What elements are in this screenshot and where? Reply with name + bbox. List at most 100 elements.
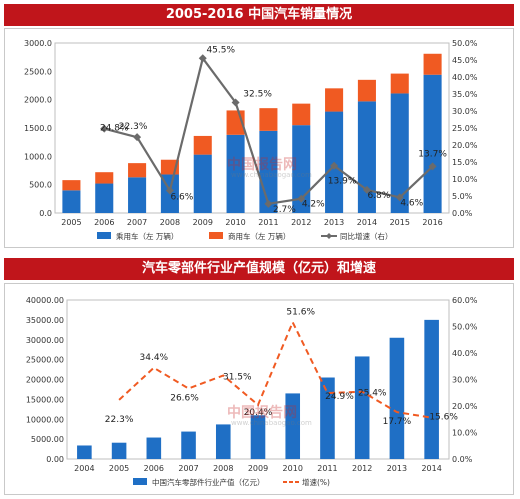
chart1-ytick-left: 0.0 (39, 209, 52, 218)
chart2-legend-label: 增速(%) (302, 477, 330, 487)
chart1-growth-marker (330, 161, 339, 170)
chart2-xtick: 2005 (109, 464, 129, 473)
chart1-bar-primary (95, 183, 114, 213)
chart1-legend-label: 商用车（左 万辆） (228, 231, 290, 241)
chart2-bar-primary (354, 356, 370, 459)
chart1-watermark: 中国报告网 (227, 157, 297, 173)
chart1-ytick-left: 3000.0 (24, 39, 52, 48)
chart1-xtick: 2008 (160, 218, 180, 227)
chart2-xtick: 2014 (421, 464, 441, 473)
chart2-svg: 0.00 5000.00 10000.00 15000.00 20000.00 25000… (26, 296, 478, 487)
chart1-bar-primary (128, 177, 147, 213)
chart2-ytick-right: 50.0% (452, 323, 478, 332)
chart2-bar-primary (146, 437, 162, 459)
chart1-bar-primary (193, 154, 212, 213)
chart1-xtick: 2016 (422, 218, 442, 227)
chart1-frame: 0.0 500.0 1000.0 1500.0 2000.0 2500.0 3000.0 0.… (4, 28, 514, 248)
chart1-xtick: 2007 (127, 218, 147, 227)
chart1-growth-marker (100, 124, 109, 133)
chart2-xtick: 2008 (213, 464, 233, 473)
chart2-bar-primary (285, 393, 301, 459)
chart1-ytick-right: 15.0% (452, 158, 478, 167)
chart1-ytick-right: 0.0% (452, 209, 473, 218)
chart1-ytick-right: 10.0% (452, 175, 478, 184)
chart1-ytick-left: 2000.0 (24, 96, 52, 105)
chart1-xtick: 2009 (193, 218, 213, 227)
chart1-xtick: 2015 (390, 218, 410, 227)
chart1-xtick: 2011 (258, 218, 278, 227)
chart2-legend-label: 中国汽车零部件行业产值（亿元） (152, 477, 265, 487)
chart2-legend-swatch (133, 478, 147, 485)
chart1-xtick: 2012 (291, 218, 311, 227)
chart1-bar-secondary (193, 135, 212, 155)
chart2-bar-primary (111, 442, 127, 459)
chart2-ytick-right: 0.0% (452, 455, 473, 464)
chart2-bar-primary (77, 445, 92, 459)
chart1-growth-marker (297, 194, 306, 203)
chart1-plot-border (54, 42, 450, 214)
chart2-frame: 0.00 5000.00 10000.00 15000.00 20000.00 25000… (4, 283, 514, 495)
chart1-ytick-left: 2500.0 (24, 67, 52, 76)
chart1-legend-swatch (209, 232, 223, 239)
chart2-title: 汽车零部件行业产值规模（亿元）和增速 (141, 261, 376, 276)
chart1-ytick-right: 5.0% (452, 192, 473, 201)
chart1-title: 2005-2016 中国汽车销量情况 (165, 7, 353, 22)
chart2-xtick: 2009 (248, 464, 268, 473)
chart2-watermark-url: www.chinabaogao.com (231, 419, 312, 427)
chart1-growth-label: 4.6% (400, 198, 423, 208)
chart2-bar-primary (215, 424, 231, 459)
chart2-ytick-left: 10000.00 (26, 415, 64, 424)
chart1-bar-secondary (95, 172, 114, 184)
chart1-growth-label: 45.5% (206, 45, 235, 55)
chart1-bar-secondary (292, 103, 311, 126)
chart1-xtick: 2014 (357, 218, 377, 227)
chart1-growth-label: 4.2% (302, 200, 325, 210)
chart2-growth-label: 22.3% (105, 415, 134, 425)
chart1-bar-primary (226, 134, 245, 213)
chart1-growth-marker (165, 186, 174, 195)
chart1-legend-swatch (97, 232, 111, 239)
chart1-growth-label: 24.8% (100, 124, 129, 134)
chart1-growth-marker (395, 193, 404, 202)
chart1-bar-secondary (259, 108, 278, 131)
chart1-growth-label: 2.7% (273, 205, 296, 215)
chart2-growth-line (118, 319, 432, 419)
chart2-bar-primary (181, 431, 196, 459)
chart2-xtick: 2007 (178, 464, 198, 473)
chart2-ytick-right: 40.0% (452, 349, 478, 358)
chart2-growth-label: 31.5% (223, 373, 252, 383)
chart1-bar-secondary (62, 180, 81, 191)
chart1-ytick-left: 500.0 (29, 181, 52, 190)
chart2-growth-label: 20.4% (244, 408, 273, 418)
chart2-growth-label: 51.6% (286, 307, 315, 317)
chart2-growth-label: 24.9% (325, 392, 354, 402)
chart1-bar-primary (423, 74, 442, 213)
chart1-svg: 0.0 500.0 1000.0 1500.0 2000.0 2500.0 3000.0 0.… (24, 39, 478, 241)
chart1-bar-secondary (423, 53, 442, 75)
chart1-growth-marker (428, 162, 437, 171)
chart2-xtick: 2006 (144, 464, 164, 473)
chart1-banner: 2005-2016 中国汽车销量情况 (4, 4, 514, 26)
chart1-bar-secondary (325, 88, 344, 112)
chart1-bar-primary (62, 190, 81, 213)
chart2-ytick-right: 60.0% (452, 296, 478, 305)
chart1-growth-marker (198, 54, 207, 63)
chart1-legend-label: 同比增速（右） (340, 231, 393, 241)
chart1-growth-marker (231, 98, 240, 107)
chart1-growth-label: 6.8% (367, 191, 390, 201)
chart1-ytick-right: 40.0% (452, 73, 478, 82)
chart1-xtick: 2005 (61, 218, 81, 227)
chart1-growth-marker (133, 133, 142, 142)
chart1-watermark-url: www.chinabaogao.com (231, 171, 312, 179)
chart2-bar-primary (389, 337, 405, 459)
chart2-bar-primary (250, 415, 266, 459)
chart1-ytick-left: 1000.0 (24, 152, 52, 161)
chart2-bar-primary (320, 377, 335, 459)
chart1-bar-primary (390, 93, 409, 213)
chart2-growth-label: 17.7% (383, 417, 412, 427)
chart1-ytick-right: 20.0% (452, 141, 478, 150)
chart1-ytick-right: 30.0% (452, 107, 478, 116)
chart2-ytick-right: 20.0% (452, 402, 478, 411)
chart2-ytick-left: 30000.00 (26, 336, 64, 345)
chart2-growth-label: 15.6% (429, 413, 458, 423)
